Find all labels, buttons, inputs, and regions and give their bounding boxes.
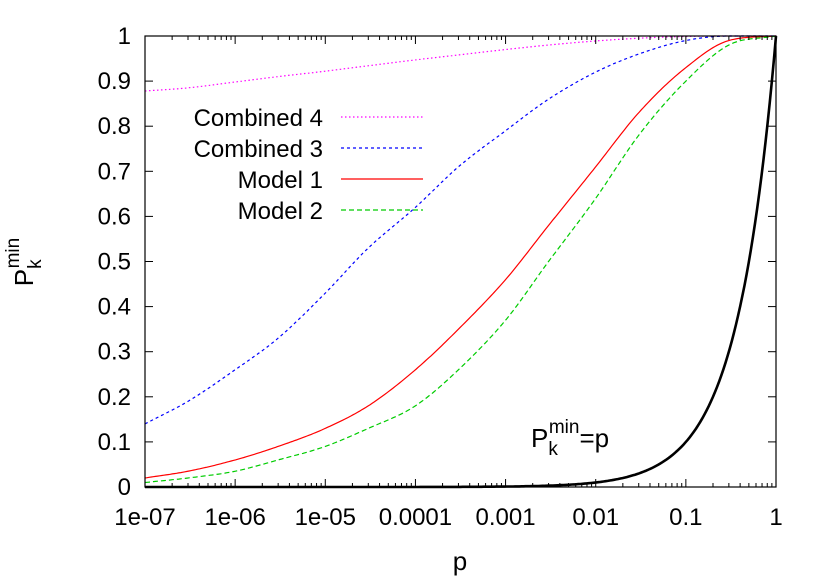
x-tick-label: 1e-06 bbox=[204, 504, 265, 531]
series-lines bbox=[144, 35, 778, 489]
annotation-tail: =p bbox=[579, 423, 609, 453]
y-tick-label: 0.3 bbox=[98, 339, 131, 366]
series-line-2 bbox=[144, 35, 777, 479]
annotation-sub: k bbox=[548, 439, 558, 460]
y-tick-label: 0.5 bbox=[98, 249, 131, 276]
legend-label: Model 2 bbox=[238, 198, 323, 225]
annotation-sup: min bbox=[549, 417, 580, 438]
y-tick-label: 1 bbox=[118, 23, 131, 50]
y-axis-label-sup: min bbox=[3, 238, 24, 269]
y-tick-label: 0.4 bbox=[98, 294, 131, 321]
y-axis-label-sub: k bbox=[25, 259, 46, 269]
y-axis-label-base: P bbox=[9, 269, 39, 286]
y-tick-label: 0.6 bbox=[98, 203, 131, 230]
legend: Combined 4 Combined 3 Model 1 Model 2 bbox=[194, 105, 423, 225]
x-tick-label: 0.01 bbox=[572, 504, 619, 531]
series-line-4 bbox=[145, 35, 778, 489]
x-tick-label: 0.1 bbox=[669, 504, 702, 531]
curve-annotation: Pkmin=p bbox=[531, 417, 609, 460]
y-tick-label: 0.8 bbox=[98, 113, 131, 140]
axis-ticks: 0 0.1 0.2 0.3 0.4 0.5 0.6 0.7 0.8 0.9 1 1e-07 1e-06 1… bbox=[98, 23, 783, 531]
x-axis-label: p bbox=[453, 546, 467, 576]
annotation-base: P bbox=[531, 423, 548, 453]
x-tick-label: 0.0001 bbox=[379, 504, 452, 531]
legend-label: Combined 3 bbox=[194, 136, 323, 163]
y-tick-label: 0.1 bbox=[98, 429, 131, 456]
series-line-3 bbox=[144, 35, 777, 484]
y-tick-label: 0.7 bbox=[98, 158, 131, 185]
y-tick-label: 0 bbox=[118, 474, 131, 501]
x-tick-label: 1 bbox=[769, 504, 782, 531]
x-tick-label: 1e-07 bbox=[114, 504, 175, 531]
legend-label: Combined 4 bbox=[194, 105, 323, 132]
plot-frame bbox=[144, 35, 777, 488]
series-line-1 bbox=[144, 35, 776, 425]
y-tick-label: 0.9 bbox=[98, 68, 131, 95]
y-tick-label: 0.2 bbox=[98, 384, 131, 411]
y-axis-label: Pkmin bbox=[3, 238, 46, 286]
x-tick-label: 1e-05 bbox=[295, 504, 356, 531]
legend-label: Model 1 bbox=[238, 167, 323, 194]
series-line-0 bbox=[144, 35, 776, 92]
x-tick-label: 0.001 bbox=[476, 504, 536, 531]
